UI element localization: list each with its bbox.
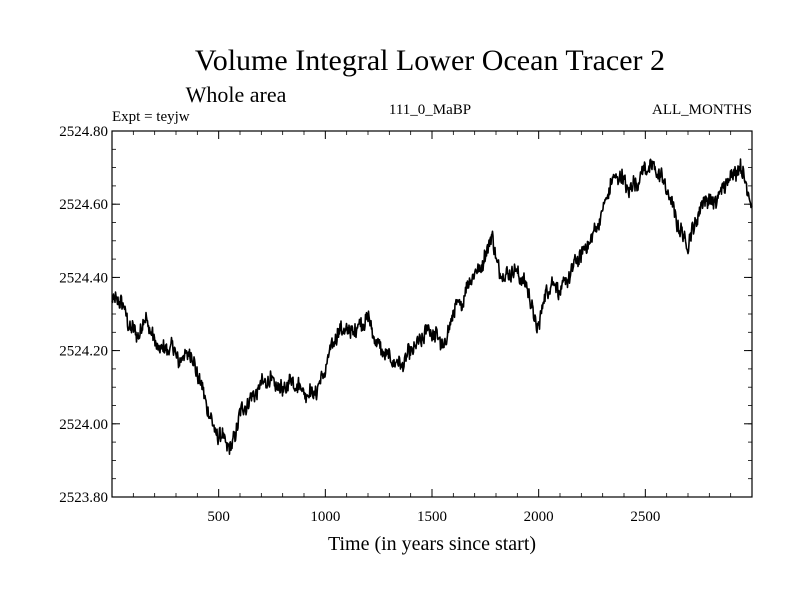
y-tick-label: 2524.40	[59, 270, 108, 286]
y-tick-label: 2524.60	[59, 197, 108, 213]
series-line	[111, 158, 753, 456]
x-tick-label: 2000	[524, 509, 554, 525]
y-tick-label: 2524.20	[59, 344, 108, 360]
chart-subtitle: Whole area	[186, 82, 287, 107]
y-axis-tick-labels: 2523.80 2524.00 2524.20 2524.40 2524.60 2524.…	[59, 124, 108, 506]
x-axis-tick-labels: 500 1000 1500 2000 2500	[207, 509, 660, 525]
chart-title: Volume Integral Lower Ocean Tracer 2	[195, 44, 665, 77]
x-tick-label: 500	[207, 509, 230, 525]
x-axis-ticks	[132, 131, 732, 497]
experiment-label: Expt = teyjw	[112, 109, 190, 125]
period-label: 111_0_MaBP	[389, 102, 471, 118]
plot-frame	[111, 130, 753, 498]
months-label: ALL_MONTHS	[652, 102, 752, 118]
series-group	[111, 158, 753, 456]
y-tick-label: 2524.80	[59, 124, 108, 140]
x-tick-label: 1000	[310, 509, 340, 525]
x-tick-label: 1500	[417, 509, 447, 525]
x-axis-title: Time (in years since start)	[328, 533, 536, 555]
x-tick-label: 2500	[630, 509, 660, 525]
y-tick-label: 2523.80	[59, 490, 108, 506]
y-axis-ticks	[112, 130, 752, 498]
y-tick-label: 2524.00	[59, 417, 108, 433]
